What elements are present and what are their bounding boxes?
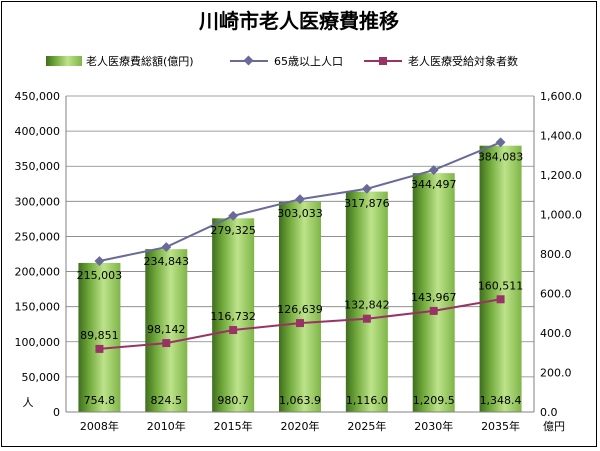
point-recipients — [95, 344, 104, 353]
line-series — [94, 137, 506, 353]
legend-label-population: 65歳以上人口 — [274, 55, 343, 68]
point-population — [161, 242, 172, 253]
recipients-value-label: 116,732 — [210, 310, 256, 323]
x-tick-label: 2020年 — [281, 419, 320, 433]
right-tick-label: 600.0 — [540, 288, 572, 301]
axes: 0 50,000 100,000 150,000 200,000 250,000 300,0… — [15, 90, 583, 433]
bar-value-label: 1,116.0 — [346, 394, 388, 407]
point-recipients — [429, 306, 438, 315]
bar — [145, 249, 188, 412]
bar — [345, 191, 388, 412]
recipients-value-label: 132,842 — [344, 299, 390, 312]
population-value-label: 234,843 — [144, 255, 190, 268]
point-recipients — [496, 295, 505, 304]
left-tick-label: 300,000 — [15, 195, 61, 208]
left-tick-label: 100,000 — [15, 336, 61, 349]
legend-label-recipients: 老人医療受給対象者数 — [408, 54, 518, 68]
legend-marker-population — [243, 55, 254, 66]
recipients-value-label: 89,851 — [80, 329, 119, 342]
right-axis-unit: 億円 — [543, 420, 565, 433]
left-tick-label: 50,000 — [22, 371, 61, 384]
bar — [212, 218, 255, 412]
x-tick-label: 2035年 — [481, 419, 520, 433]
recipients-value-label: 160,511 — [478, 279, 524, 292]
bar-value-label: 980.7 — [217, 394, 249, 407]
x-tick-label: 2008年 — [80, 419, 119, 433]
population-value-label: 303,033 — [277, 207, 323, 220]
population-value-label: 344,497 — [411, 178, 457, 191]
left-tick-label: 400,000 — [15, 125, 61, 138]
right-tick-label: 1,000.0 — [540, 209, 582, 222]
x-tick-label: 2025年 — [347, 419, 386, 433]
point-recipients — [229, 326, 238, 335]
population-value-label: 279,325 — [210, 224, 256, 237]
x-tick-label: 2030年 — [414, 419, 453, 433]
point-recipients — [296, 319, 304, 328]
point-population — [295, 194, 305, 205]
right-tick-label: 0.0 — [540, 406, 558, 419]
point-population — [228, 210, 239, 221]
point-recipients — [362, 314, 371, 323]
right-tick-label: 1,200.0 — [540, 169, 582, 182]
bar-value-label: 1,063.9 — [279, 394, 321, 407]
left-tick-label: 200,000 — [15, 266, 61, 279]
chart-title: 川崎市老人医療費推移 — [198, 9, 399, 33]
bar — [78, 262, 121, 412]
chart-svg: 川崎市老人医療費推移 老人医療費総額(億円) 65歳以上人口 老人医療受給対象者… — [15, 9, 583, 433]
bar-value-label: 824.5 — [151, 394, 183, 407]
left-tick-label: 150,000 — [15, 301, 61, 314]
legend: 老人医療費総額(億円) 65歳以上人口 老人医療受給対象者数 — [46, 54, 518, 68]
left-tick-label: 450,000 — [15, 90, 61, 103]
bar-value-label: 1,209.5 — [413, 394, 455, 407]
recipients-value-label: 143,967 — [411, 291, 457, 304]
left-tick-label: 250,000 — [15, 230, 61, 243]
legend-marker-recipients — [379, 57, 387, 65]
population-value-label: 317,876 — [344, 197, 390, 210]
data-labels: 754.8 824.5 980.7 1,063.9 1,116.0 1,209.5 1,34… — [77, 150, 524, 407]
population-value-label: 384,083 — [478, 150, 524, 163]
left-axis-unit: 人 — [23, 396, 34, 409]
point-population — [495, 137, 506, 148]
point-population — [361, 183, 372, 194]
x-tick-label: 2015年 — [214, 419, 253, 433]
x-tick-label: 2010年 — [147, 419, 186, 433]
right-tick-label: 1,600.0 — [540, 90, 582, 103]
right-tick-label: 400.0 — [540, 327, 572, 340]
bar — [279, 201, 321, 412]
right-tick-label: 1,400.0 — [540, 130, 582, 143]
point-recipients — [162, 339, 171, 348]
bar-value-label: 1,348.4 — [480, 394, 522, 407]
left-tick-label: 0 — [53, 406, 60, 419]
bar — [479, 145, 522, 413]
legend-label-bar: 老人医療費総額(億円) — [86, 54, 194, 68]
recipients-value-label: 98,142 — [147, 323, 186, 336]
bar — [412, 173, 455, 412]
legend-swatch-bar — [46, 56, 82, 66]
recipients-value-label: 126,639 — [277, 303, 323, 316]
right-tick-label: 800.0 — [540, 248, 572, 261]
bar-series — [78, 145, 522, 413]
population-value-label: 215,003 — [77, 269, 123, 282]
bar-value-label: 754.8 — [84, 394, 116, 407]
right-tick-label: 200.0 — [540, 367, 572, 380]
left-tick-label: 350,000 — [15, 160, 61, 173]
point-population — [428, 165, 439, 176]
